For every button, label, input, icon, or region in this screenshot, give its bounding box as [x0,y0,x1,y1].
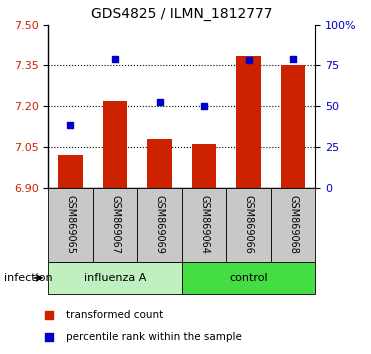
Bar [182,262,315,294]
Text: transformed count: transformed count [66,310,164,320]
Text: GSM869065: GSM869065 [66,195,75,254]
Bar [281,65,305,188]
Bar [103,101,127,188]
Bar [236,56,261,188]
Text: control: control [229,273,268,283]
Text: GSM869068: GSM869068 [288,195,298,254]
Point [46,312,52,318]
Text: GSM869069: GSM869069 [155,195,164,254]
Bar [226,188,271,262]
Title: GDS4825 / ILMN_1812777: GDS4825 / ILMN_1812777 [91,7,273,21]
Text: GSM869064: GSM869064 [199,195,209,254]
Text: GSM869066: GSM869066 [244,195,253,254]
Point [112,56,118,62]
Point [157,99,162,105]
Bar [192,144,216,188]
Bar [48,262,182,294]
Point [201,103,207,109]
Point [290,56,296,62]
Bar [48,188,93,262]
Bar [147,139,172,188]
Text: percentile rank within the sample: percentile rank within the sample [66,332,242,342]
Bar [182,188,226,262]
Bar [137,188,182,262]
Bar [93,188,137,262]
Bar [58,155,83,188]
Bar [271,188,315,262]
Point [246,57,252,63]
Text: infection: infection [4,273,52,283]
Text: GSM869067: GSM869067 [110,195,120,254]
Point [46,334,52,339]
Text: influenza A: influenza A [84,273,146,283]
Point [68,122,73,128]
